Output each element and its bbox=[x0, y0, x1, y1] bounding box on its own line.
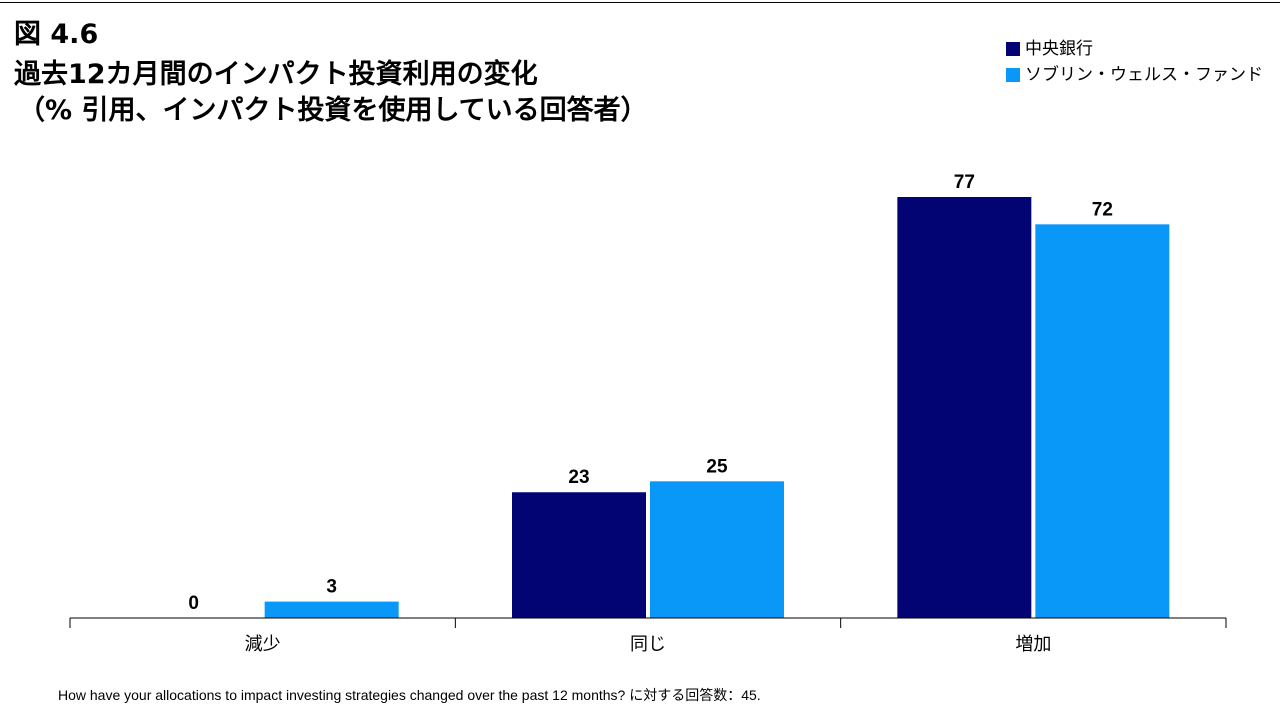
legend-label-sovereign-wealth-funds: ソブリン・ウェルス・ファンド bbox=[1025, 65, 1263, 85]
footnote: How have your allocations to impact inve… bbox=[58, 687, 761, 703]
x-tick-label: 同じ bbox=[630, 634, 666, 655]
bar-central-banks-1 bbox=[512, 492, 646, 618]
legend-label-central-banks: 中央銀行 bbox=[1025, 39, 1093, 59]
bar-sovereign-wealth-funds-0 bbox=[264, 601, 399, 618]
legend-item-sovereign-wealth-funds: ソブリン・ウェルス・ファンド bbox=[1006, 62, 1263, 88]
legend-item-central-banks: 中央銀行 bbox=[1006, 36, 1263, 62]
bar-chart: 0 3 減少 23 25 同じ 77 72 増加 bbox=[69, 172, 1227, 655]
top-rule bbox=[0, 2, 1280, 3]
x-tick-label: 減少 bbox=[245, 634, 281, 655]
data-label: 77 bbox=[954, 172, 975, 193]
legend: 中央銀行 ソブリン・ウェルス・ファンド bbox=[1006, 36, 1263, 88]
data-label: 72 bbox=[1092, 199, 1113, 220]
figure-number: 図 4.6 bbox=[14, 19, 99, 50]
data-label: 3 bbox=[326, 577, 337, 598]
chart-subtitle: （% 引用、インパクト投資を使用している回答者） bbox=[18, 95, 648, 126]
legend-swatch-central-banks bbox=[1006, 42, 1020, 56]
bar-sovereign-wealth-funds-2 bbox=[1035, 224, 1170, 619]
bar-sovereign-wealth-funds-1 bbox=[650, 481, 784, 618]
legend-swatch-sovereign-wealth-funds bbox=[1006, 68, 1020, 82]
x-tick-label: 増加 bbox=[1015, 634, 1051, 655]
data-label: 0 bbox=[188, 593, 199, 614]
data-label: 23 bbox=[568, 467, 589, 488]
data-label: 25 bbox=[706, 456, 728, 477]
bar-central-banks-2 bbox=[897, 197, 1032, 618]
chart-title: 過去12カ月間のインパクト投資利用の変化 bbox=[14, 59, 538, 90]
